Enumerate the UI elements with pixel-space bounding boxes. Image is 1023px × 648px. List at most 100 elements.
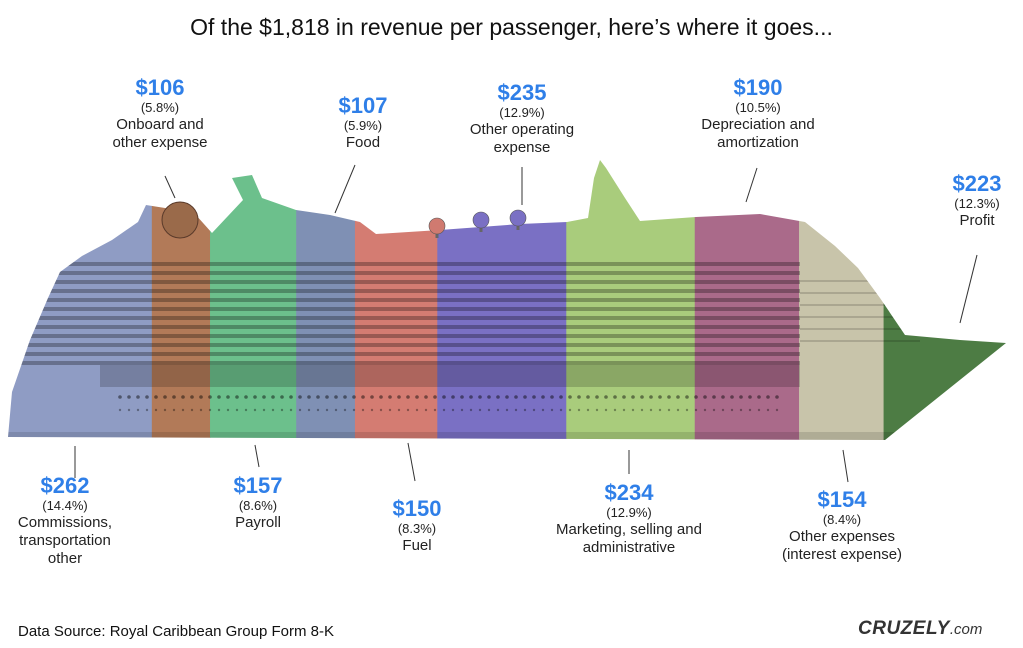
deck-window-row — [8, 280, 800, 284]
porthole — [199, 395, 203, 399]
label-profit: $223 (12.3%) Profit — [867, 172, 1023, 230]
porthole — [595, 395, 599, 399]
porthole — [271, 408, 275, 412]
sphere-structure — [161, 201, 199, 239]
category-label: administrative — [582, 538, 676, 556]
porthole — [361, 395, 365, 399]
data-source: Data Source: Royal Caribbean Group Form … — [18, 623, 334, 640]
porthole — [685, 395, 689, 399]
data-label-amount: $150 — [392, 496, 442, 521]
porthole — [271, 395, 275, 399]
porthole — [163, 395, 167, 399]
leader-line — [164, 175, 176, 199]
logo-brand: CRUZELY — [858, 618, 950, 639]
label-other-expenses: $154 (8.4%) Other expenses (interest exp… — [732, 488, 952, 564]
porthole — [118, 408, 122, 412]
porthole — [361, 408, 365, 412]
porthole — [487, 408, 491, 412]
cruzely-logo[interactable]: CRUZELY.com — [858, 618, 982, 640]
porthole — [649, 395, 653, 399]
leader-line — [959, 254, 978, 324]
porthole — [577, 408, 581, 412]
data-label-percent: (8.6%) — [238, 498, 278, 514]
deck-window-row — [800, 304, 920, 306]
porthole — [388, 408, 392, 412]
porthole — [748, 395, 752, 399]
porthole — [577, 395, 581, 399]
porthole — [514, 395, 518, 399]
data-label-percent: (12.3%) — [954, 196, 1000, 212]
porthole — [145, 408, 149, 412]
porthole — [721, 395, 725, 399]
radar-dome — [472, 211, 490, 229]
chart-title: Of the $1,818 in revenue per passenger, … — [190, 14, 833, 40]
leader-line — [745, 167, 758, 203]
data-label-amount: $235 — [497, 80, 547, 105]
porthole — [136, 408, 140, 412]
porthole — [226, 395, 230, 399]
deck-window-row — [800, 280, 920, 282]
porthole — [334, 408, 338, 412]
porthole — [253, 408, 257, 412]
data-label-percent: (10.5%) — [735, 100, 781, 116]
category-label: Commissions, — [17, 513, 113, 531]
porthole — [280, 408, 284, 412]
porthole — [307, 395, 311, 399]
porthole — [154, 408, 158, 412]
porthole — [415, 395, 419, 399]
porthole — [190, 395, 194, 399]
deck-window-row — [8, 343, 800, 347]
porthole — [163, 408, 167, 412]
porthole — [244, 395, 248, 399]
category-label: Food — [345, 133, 381, 151]
category-label: Other expenses — [789, 527, 895, 545]
porthole — [307, 408, 311, 412]
porthole — [289, 395, 293, 399]
porthole — [379, 395, 383, 399]
porthole — [478, 395, 482, 399]
porthole — [703, 395, 707, 399]
porthole — [298, 408, 302, 412]
porthole — [532, 395, 536, 399]
category-label: other — [47, 549, 83, 567]
category-label: other expense — [112, 133, 208, 151]
porthole — [145, 395, 149, 399]
category-label: Other operating — [469, 120, 575, 138]
porthole — [604, 395, 608, 399]
data-label-amount: $107 — [338, 93, 388, 118]
porthole — [451, 408, 455, 412]
porthole — [226, 408, 230, 412]
porthole — [343, 408, 347, 412]
label-depreciation: $190 (10.5%) Depreciation and amortizati… — [648, 76, 868, 152]
porthole — [586, 408, 590, 412]
porthole — [424, 408, 428, 412]
porthole — [442, 395, 446, 399]
logo-suffix: .com — [949, 621, 983, 638]
porthole — [559, 408, 563, 412]
porthole — [118, 395, 122, 399]
data-label-percent: (8.4%) — [822, 512, 862, 528]
porthole — [253, 395, 257, 399]
category-label: transportation — [19, 531, 111, 549]
data-label-amount: $223 — [952, 171, 1002, 196]
label-marketing: $234 (12.9%) Marketing, selling and admi… — [519, 481, 739, 557]
porthole — [388, 395, 392, 399]
data-label-amount: $234 — [604, 480, 654, 505]
porthole — [370, 408, 374, 412]
porthole — [496, 408, 500, 412]
radar-dome — [428, 217, 446, 235]
porthole — [154, 395, 158, 399]
porthole — [280, 395, 284, 399]
deck-window-row — [8, 262, 800, 266]
porthole — [496, 395, 500, 399]
deck-window-row — [8, 361, 800, 365]
porthole — [379, 408, 383, 412]
category-label: amortization — [717, 133, 799, 151]
porthole — [433, 395, 437, 399]
porthole — [316, 395, 320, 399]
label-food: $107 (5.9%) Food — [253, 94, 473, 152]
porthole — [658, 395, 662, 399]
porthole — [667, 395, 671, 399]
label-fuel: $150 (8.3%) Fuel — [307, 497, 527, 555]
